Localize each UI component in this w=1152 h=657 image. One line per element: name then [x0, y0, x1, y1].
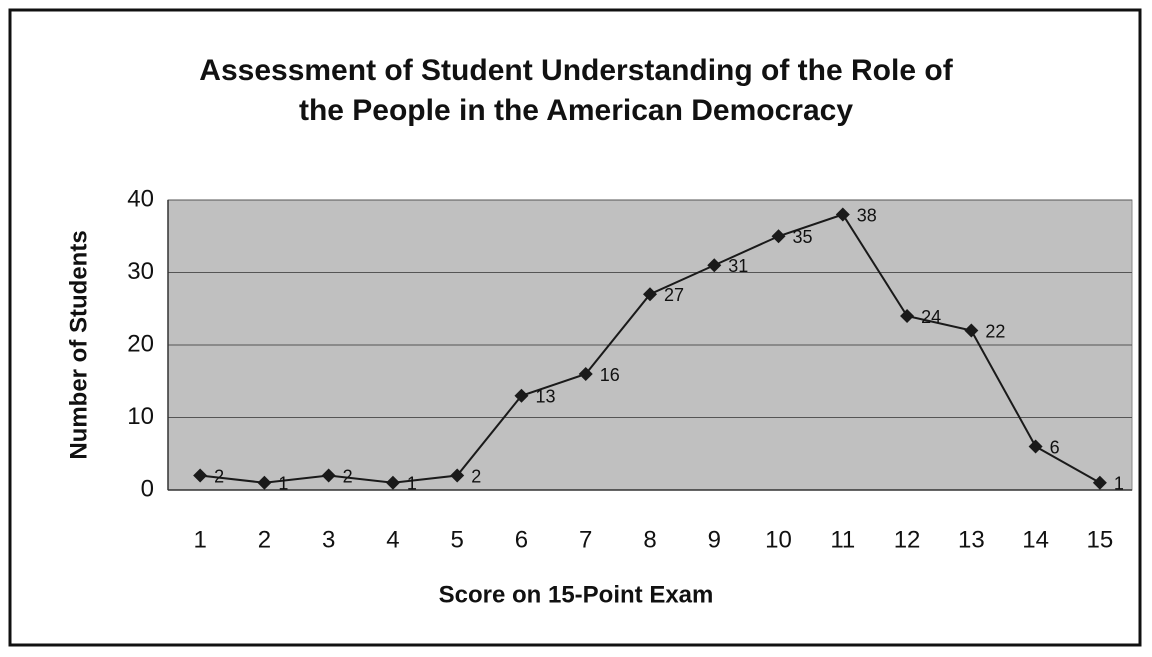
data-label: 6 — [1050, 437, 1060, 457]
x-tick-label: 11 — [830, 526, 855, 553]
data-label: 24 — [921, 307, 941, 327]
data-point — [643, 287, 657, 302]
data-point — [385, 475, 400, 490]
x-tick-label: 2 — [258, 526, 271, 553]
data-point — [964, 323, 979, 338]
x-tick-label: 14 — [1022, 526, 1049, 553]
data-point — [578, 367, 593, 381]
data-label: 2 — [214, 466, 224, 486]
data-label: 27 — [664, 285, 684, 305]
data-point — [257, 475, 272, 490]
data-point — [707, 258, 722, 273]
y-tick-label: 10 — [127, 403, 154, 430]
x-tick-label: 8 — [643, 526, 656, 553]
data-label: 31 — [728, 256, 748, 276]
x-tick-label: 4 — [386, 526, 399, 553]
data-label: 35 — [793, 227, 813, 247]
x-tick-label: 7 — [579, 526, 592, 553]
data-label: 1 — [1114, 474, 1124, 494]
data-label: 2 — [471, 466, 481, 486]
data-label: 13 — [535, 387, 555, 407]
x-tick-label: 3 — [322, 526, 335, 553]
x-tick-label: 6 — [515, 526, 528, 553]
chart-title: the People in the American Democracy — [299, 94, 853, 127]
x-tick-label: 12 — [894, 526, 921, 553]
data-point — [514, 388, 529, 403]
x-tick-label: 10 — [765, 526, 792, 553]
data-point — [450, 468, 465, 483]
y-tick-label: 30 — [127, 258, 154, 285]
y-axis-label: Number of Students — [65, 230, 92, 459]
data-label: 2 — [343, 466, 353, 486]
x-axis-label: Score on 15-Point Exam — [439, 581, 714, 608]
data-label: 38 — [857, 205, 877, 225]
data-label: 16 — [600, 365, 620, 385]
data-point — [193, 468, 208, 483]
data-point — [1092, 475, 1107, 490]
x-tick-label: 13 — [958, 526, 985, 553]
y-tick-label: 20 — [127, 330, 154, 357]
data-label: 1 — [278, 474, 288, 494]
data-label: 1 — [407, 474, 417, 494]
x-tick-label: 9 — [708, 526, 721, 553]
data-point — [900, 309, 915, 323]
chart-title: Assessment of Student Understanding of t… — [199, 54, 953, 87]
x-tick-label: 1 — [193, 526, 206, 553]
data-point — [835, 207, 850, 222]
x-tick-label: 15 — [1087, 526, 1114, 553]
data-point — [1028, 439, 1043, 454]
data-label: 22 — [985, 321, 1005, 341]
data-point — [321, 468, 336, 483]
data-point — [771, 229, 786, 244]
x-tick-label: 5 — [451, 526, 464, 553]
y-tick-label: 0 — [141, 475, 154, 502]
y-tick-label: 40 — [127, 185, 154, 212]
